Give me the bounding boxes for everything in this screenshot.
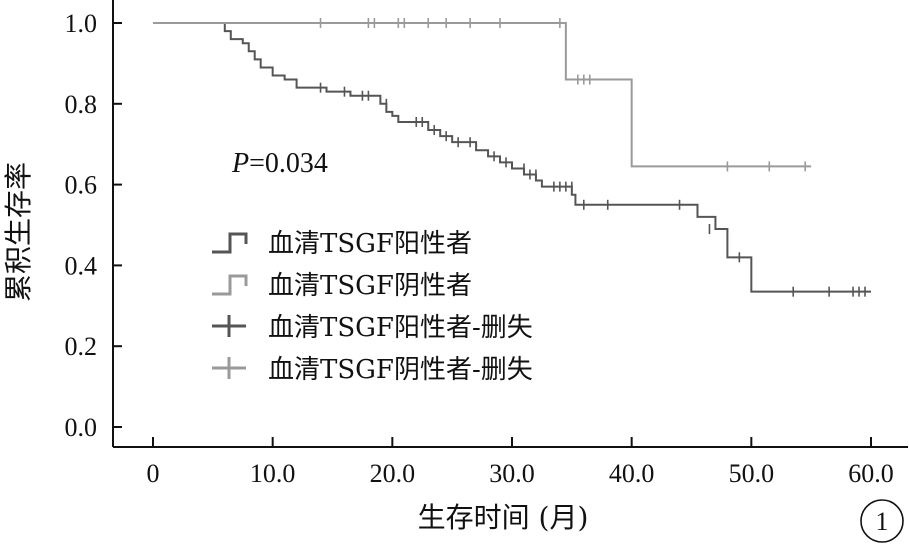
y-ticks: 0.0 0.2 0.4 0.6 0.8 1.0	[65, 9, 122, 442]
km-series-line-negative	[153, 22, 812, 168]
y-tick-label: 0.8	[65, 90, 98, 119]
x-tick-label: 40.0	[609, 459, 655, 488]
p-value-symbol: P	[231, 148, 249, 179]
x-tick-label: 0	[147, 459, 160, 488]
axes	[112, 0, 908, 448]
legend-label: 血清TSGF阳性者	[268, 229, 472, 259]
panel-label-circle	[860, 499, 904, 543]
series-layer	[153, 18, 871, 297]
km-series-line-positive	[153, 22, 871, 293]
panel-label-text: 1	[876, 507, 889, 536]
p-value-annotation: P=0.034	[231, 148, 328, 179]
legend-swatch-step	[212, 232, 248, 254]
legend-swatch-step	[212, 274, 248, 296]
x-tick-label: 20.0	[370, 459, 416, 488]
y-tick-label: 0.0	[65, 413, 98, 442]
panel-label: 1	[860, 499, 904, 543]
y-tick-label: 0.6	[65, 171, 98, 200]
x-tick-label: 60.0	[848, 459, 894, 488]
y-tick-label: 0.2	[65, 332, 98, 361]
legend-label: 血清TSGF阴性者-删失	[268, 355, 533, 385]
legend-label: 血清TSGF阳性者-删失	[268, 313, 533, 343]
y-tick-label: 0.4	[65, 251, 98, 280]
y-axis-title: 累积生存率	[2, 162, 35, 302]
legend: 血清TSGF阳性者血清TSGF阴性者血清TSGF阳性者-删失血清TSGF阴性者-…	[212, 229, 533, 385]
p-value-number: =0.034	[249, 148, 328, 179]
x-ticks: 0 10.0 20.0 30.0 40.0 50.0 60.0	[147, 437, 894, 488]
x-tick-label: 50.0	[729, 459, 775, 488]
y-tick-label: 1.0	[65, 9, 98, 38]
x-axis-title: 生存时间 (月)	[418, 501, 589, 534]
legend-label: 血清TSGF阴性者	[268, 271, 472, 301]
x-tick-label: 30.0	[489, 459, 535, 488]
x-tick-label: 10.0	[250, 459, 296, 488]
